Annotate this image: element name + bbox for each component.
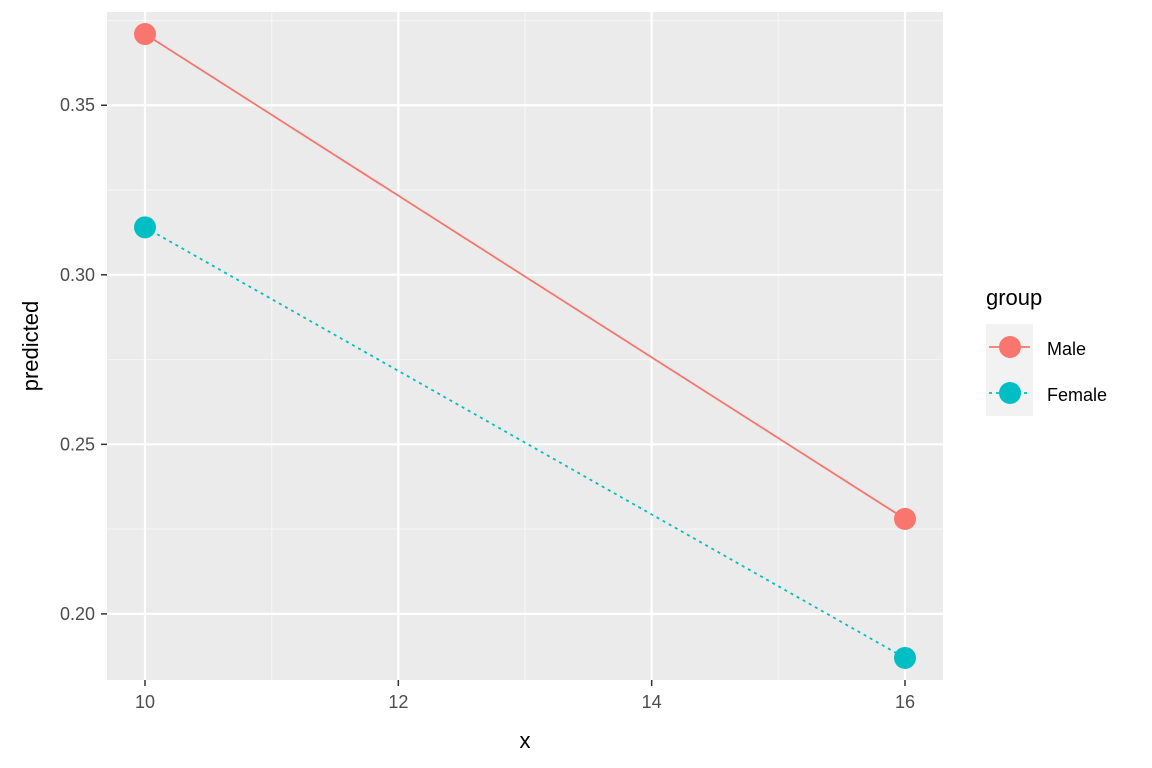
data-point-female [134,216,156,239]
data-point-male [894,507,916,530]
x-axis: 10 12 14 16 [135,680,915,712]
y-axis: 0.20 0.25 0.30 0.35 [60,95,107,624]
legend-title: group [986,285,1042,310]
data-point-male [134,23,156,46]
legend: group Male Female [986,285,1107,416]
series-line-female [144,226,906,659]
legend-key-point-female [999,382,1021,404]
grid-minor [107,12,943,680]
y-tick-label: 0.25 [60,434,95,454]
legend-label-female: Female [1047,385,1107,405]
y-tick-label: 0.30 [60,265,95,285]
legend-label-male: Male [1047,339,1086,359]
x-axis-title: x [520,728,531,753]
y-axis-title: predicted [18,301,43,392]
x-tick-label: 14 [642,692,662,712]
y-tick-label: 0.35 [60,95,95,115]
x-tick-label: 10 [135,692,155,712]
series-line-male [144,33,906,520]
series-layer [134,23,916,669]
grid-major [107,12,943,680]
y-tick-label: 0.20 [60,604,95,624]
x-tick-label: 12 [388,692,408,712]
legend-key-point-male [999,336,1021,358]
x-tick-label: 16 [895,692,915,712]
data-point-female [894,646,916,669]
legend-keys [989,336,1030,404]
